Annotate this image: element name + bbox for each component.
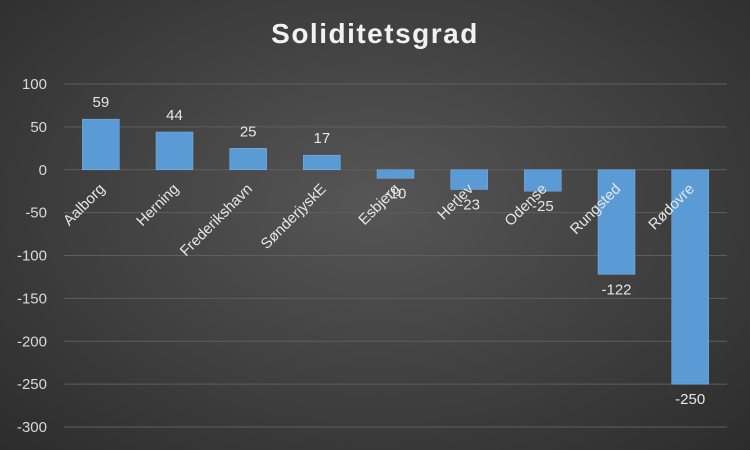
category-label: Esbjerg <box>355 181 403 229</box>
bar <box>671 169 709 385</box>
bar <box>450 169 488 190</box>
y-tick-label: 100 <box>22 76 47 93</box>
y-tick-label: -250 <box>17 376 47 393</box>
data-label: -122 <box>601 281 631 298</box>
category-label: Herning <box>133 181 182 230</box>
chart-title: Soliditetsgrad <box>271 18 479 49</box>
bar <box>82 118 120 170</box>
data-label: -10 <box>385 185 407 202</box>
category-label: SønderjyskE <box>258 181 330 253</box>
bar <box>376 169 415 179</box>
y-tick-label: -100 <box>17 248 47 265</box>
bar <box>229 148 267 170</box>
bar <box>303 154 341 171</box>
data-label: 59 <box>92 94 109 111</box>
y-tick-label: -50 <box>25 205 47 222</box>
y-tick-label: 0 <box>39 162 47 179</box>
category-label: Aalborg <box>60 181 109 230</box>
category-label: Frederikshavn <box>177 181 256 260</box>
y-tick-label: -200 <box>17 333 47 350</box>
data-label: 25 <box>240 123 257 140</box>
y-tick-label: -150 <box>17 290 47 307</box>
data-label: 17 <box>313 130 330 147</box>
data-label: -250 <box>675 391 705 408</box>
bar <box>597 169 636 275</box>
data-label: 44 <box>166 107 183 124</box>
bar <box>155 131 194 171</box>
bar <box>524 169 562 192</box>
data-label: -23 <box>458 196 480 213</box>
data-label: -25 <box>532 198 554 215</box>
y-tick-label: 50 <box>30 119 47 136</box>
y-tick-label: -300 <box>17 419 47 436</box>
